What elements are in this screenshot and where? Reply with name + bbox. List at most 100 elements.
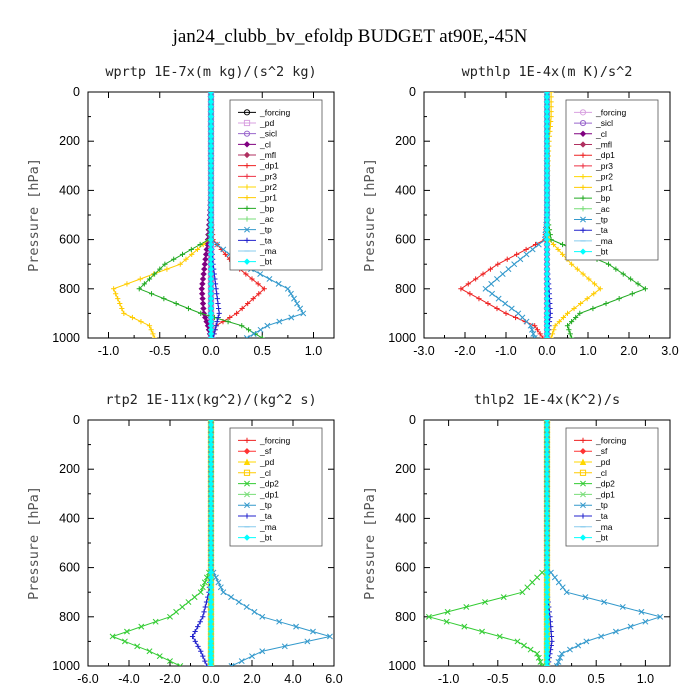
data-point — [482, 285, 489, 292]
data-point — [222, 251, 228, 257]
data-point — [259, 335, 265, 338]
y-tick-label: 1000 — [388, 659, 416, 673]
data-point — [598, 633, 605, 640]
data-point — [555, 246, 561, 253]
legend-marker — [244, 502, 250, 509]
legend-marker — [580, 174, 586, 180]
data-point — [199, 290, 206, 297]
data-point — [476, 296, 482, 302]
y-tick-label: 0 — [409, 85, 416, 99]
legend-label: _bt — [595, 247, 608, 257]
legend-label: _tp — [595, 500, 608, 510]
x-tick-label: -4.0 — [118, 672, 140, 686]
data-point — [534, 650, 541, 657]
y-tick-label: 600 — [395, 233, 416, 247]
y-tick-label: 0 — [409, 413, 416, 427]
data-point — [161, 296, 167, 302]
data-point — [590, 305, 596, 312]
data-point — [529, 326, 535, 333]
data-point — [558, 650, 565, 657]
legend-marker — [580, 227, 586, 233]
legend-marker — [244, 163, 250, 169]
x-tick-label: 4.0 — [284, 672, 301, 686]
legend-marker — [243, 109, 251, 116]
data-point — [601, 599, 608, 605]
legend-label: _pr1 — [595, 182, 613, 192]
data-point — [109, 633, 116, 640]
data-point — [124, 281, 130, 287]
x-tick-label: -1.0 — [438, 672, 460, 686]
data-point — [514, 251, 520, 257]
data-point — [199, 295, 206, 302]
data-point — [214, 296, 220, 302]
series-line-pr1 — [112, 92, 212, 338]
data-point — [243, 271, 249, 277]
data-point — [200, 305, 207, 312]
legend-box — [565, 99, 659, 261]
data-point — [185, 305, 192, 312]
data-point — [523, 251, 530, 258]
legend-marker — [243, 130, 251, 137]
legend-marker — [244, 184, 250, 190]
data-point — [198, 648, 204, 654]
data-point — [215, 305, 222, 312]
data-point — [201, 265, 208, 273]
data-point — [148, 327, 154, 333]
data-point — [297, 305, 304, 312]
data-point — [532, 241, 539, 248]
data-point — [530, 330, 537, 337]
data-point — [207, 662, 215, 666]
data-point — [119, 305, 125, 312]
panel-wpthlp: wpthlp 1E-4x(m K)/s^2 Pressure [hPa] -3.0 -… — [362, 64, 679, 358]
data-point — [150, 331, 156, 337]
data-point — [613, 266, 619, 272]
data-point — [256, 291, 262, 297]
data-point — [519, 589, 526, 596]
data-point — [141, 281, 147, 287]
data-point — [544, 92, 550, 95]
data-point — [250, 296, 256, 302]
data-point — [235, 599, 242, 605]
x-tick-label: 0.0 — [538, 344, 555, 358]
legend-label: _cl — [259, 139, 271, 149]
series-layer — [109, 420, 333, 666]
data-point — [549, 638, 555, 644]
data-point — [156, 653, 163, 660]
y-tick-label: 800 — [395, 610, 416, 624]
data-point — [239, 323, 245, 329]
data-point — [189, 633, 196, 640]
legend-marker — [579, 109, 587, 116]
data-point — [612, 628, 619, 635]
data-point — [543, 662, 551, 666]
legend-marker — [244, 205, 250, 211]
legend-label: _sicl — [259, 129, 277, 139]
data-point — [281, 643, 288, 650]
x-tick-label: 0.0 — [202, 672, 219, 686]
data-point — [575, 642, 582, 649]
data-point — [249, 276, 255, 282]
data-point — [192, 628, 198, 635]
data-point — [635, 281, 641, 287]
data-point — [173, 608, 180, 615]
x-tick-label: 2.0 — [243, 672, 260, 686]
data-point — [300, 310, 307, 317]
data-point — [567, 331, 573, 337]
data-point — [121, 310, 127, 316]
data-point — [207, 334, 215, 338]
data-point — [517, 256, 524, 263]
legend-label: _cl — [595, 129, 607, 139]
data-point — [261, 286, 267, 292]
legend-marker — [244, 437, 250, 443]
legend-marker — [244, 226, 250, 233]
y-tick-label: 800 — [59, 610, 80, 624]
y-tick-label: 1000 — [52, 331, 80, 345]
data-point — [551, 574, 558, 581]
data-point — [461, 623, 468, 630]
legend-label: _tp — [259, 500, 272, 510]
data-point — [523, 246, 529, 253]
data-point — [291, 295, 297, 302]
y-tick-label: 0 — [73, 85, 80, 99]
data-point — [482, 599, 488, 605]
legend-label: _forcing — [595, 435, 627, 445]
